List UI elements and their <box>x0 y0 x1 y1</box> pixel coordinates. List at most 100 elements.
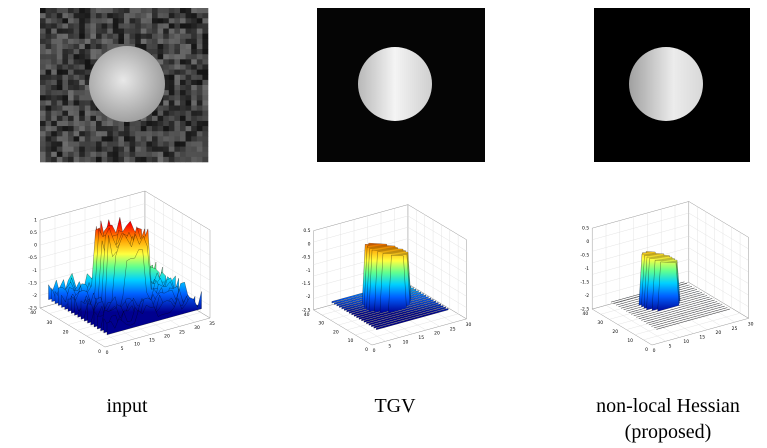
noise-pixel <box>157 115 164 122</box>
noise-pixel <box>202 85 209 91</box>
noise-pixel <box>124 141 130 147</box>
noise-pixel <box>56 141 63 147</box>
noise-pixel <box>56 105 63 111</box>
noise-pixel <box>73 79 80 86</box>
noise-pixel <box>168 90 175 96</box>
grid-line <box>144 215 211 256</box>
noise-pixel <box>101 18 108 24</box>
noise-pixel <box>40 69 46 76</box>
surface-strip <box>648 304 723 325</box>
noise-pixel <box>146 18 153 24</box>
noise-pixel <box>180 105 186 111</box>
grid-line <box>592 235 689 264</box>
noise-pixel <box>185 13 192 19</box>
noise-pixel <box>90 59 97 65</box>
noise-pixel <box>168 33 175 40</box>
grid-line <box>144 241 211 281</box>
noise-pixel <box>185 79 192 86</box>
noise-pixel <box>68 23 74 29</box>
noise-pixel <box>152 33 158 40</box>
noise-pixel <box>129 141 136 147</box>
noise-pixel <box>79 59 86 65</box>
noise-pixel <box>174 79 181 86</box>
noise-pixel <box>180 28 186 34</box>
noise-pixel <box>191 146 198 153</box>
noise-pixel <box>168 110 175 117</box>
grid-line <box>643 313 741 341</box>
noise-pixel <box>135 146 142 153</box>
noise-pixel <box>73 28 80 34</box>
noise-pixel <box>152 141 158 147</box>
noise-pixel <box>157 33 164 40</box>
noise-pixel <box>56 43 63 50</box>
noise-pixel <box>174 141 181 147</box>
noise-pixel <box>40 8 46 14</box>
noise-pixel <box>62 8 69 14</box>
noise-pixel <box>96 131 102 137</box>
noise-pixel <box>51 28 58 34</box>
grid-line <box>144 253 211 294</box>
grid-line <box>313 238 409 265</box>
noise-pixel <box>185 18 192 24</box>
noise-pixel <box>84 43 91 50</box>
noise-pixel <box>196 79 203 86</box>
noise-pixel <box>45 64 52 70</box>
noise-pixel <box>40 85 46 91</box>
noise-pixel <box>40 131 46 137</box>
noise-pixel <box>135 120 142 127</box>
noise-pixel <box>196 85 203 91</box>
noise-pixel <box>157 43 164 50</box>
noise-pixel <box>62 79 69 86</box>
surface-strip <box>106 291 202 335</box>
noise-pixel <box>140 33 147 40</box>
noise-pixel <box>68 120 74 127</box>
noise-pixel <box>157 100 164 106</box>
x-tick-label: 0 <box>373 348 376 354</box>
x-tick-label: 15 <box>418 335 424 341</box>
noise-pixel <box>185 120 192 127</box>
noise-pixel <box>168 18 175 24</box>
x-tick-label: 5 <box>669 344 672 350</box>
noise-pixel <box>112 151 119 158</box>
noise-pixel <box>135 156 142 163</box>
noise-pixel <box>185 131 192 137</box>
noise-pixel <box>180 18 186 24</box>
noise-pixel <box>62 146 69 153</box>
noise-pixel <box>163 33 170 40</box>
y-tick-label: 10 <box>627 338 633 344</box>
noise-pixel <box>79 95 86 101</box>
noise-pixel <box>191 120 198 127</box>
x-tick-label: 35 <box>209 321 215 327</box>
noise-pixel <box>118 13 125 19</box>
z-tick-label: -0.5 <box>580 253 589 259</box>
noise-pixel <box>79 74 86 81</box>
noise-pixel <box>84 105 91 111</box>
noise-pixel <box>56 49 63 55</box>
noise-pixel <box>107 115 114 122</box>
noise-pixel <box>180 95 186 101</box>
noise-pixel <box>196 100 203 106</box>
grid-line <box>363 313 459 341</box>
x-tick-label: 5 <box>388 344 391 350</box>
y-tick-label: 10 <box>79 339 85 345</box>
noise-pixel <box>168 156 175 163</box>
noise-pixel <box>73 43 80 50</box>
noise-pixel <box>168 115 175 122</box>
noise-pixel <box>124 151 130 158</box>
noise-pixel <box>168 105 175 111</box>
noise-pixel <box>73 110 80 117</box>
noise-pixel <box>101 146 108 153</box>
noise-pixel <box>202 151 209 158</box>
noise-pixel <box>79 23 86 29</box>
noise-pixel <box>56 59 63 65</box>
noise-pixel <box>118 131 125 137</box>
noise-pixel <box>107 13 114 19</box>
noise-pixel <box>90 43 97 50</box>
noise-pixel <box>185 146 192 153</box>
noise-pixel <box>62 23 69 29</box>
noise-pixel <box>62 49 69 55</box>
noise-pixel <box>79 79 86 86</box>
z-tick-label: -0.5 <box>302 255 311 261</box>
noise-pixel <box>157 13 164 19</box>
noise-pixel <box>101 115 108 122</box>
